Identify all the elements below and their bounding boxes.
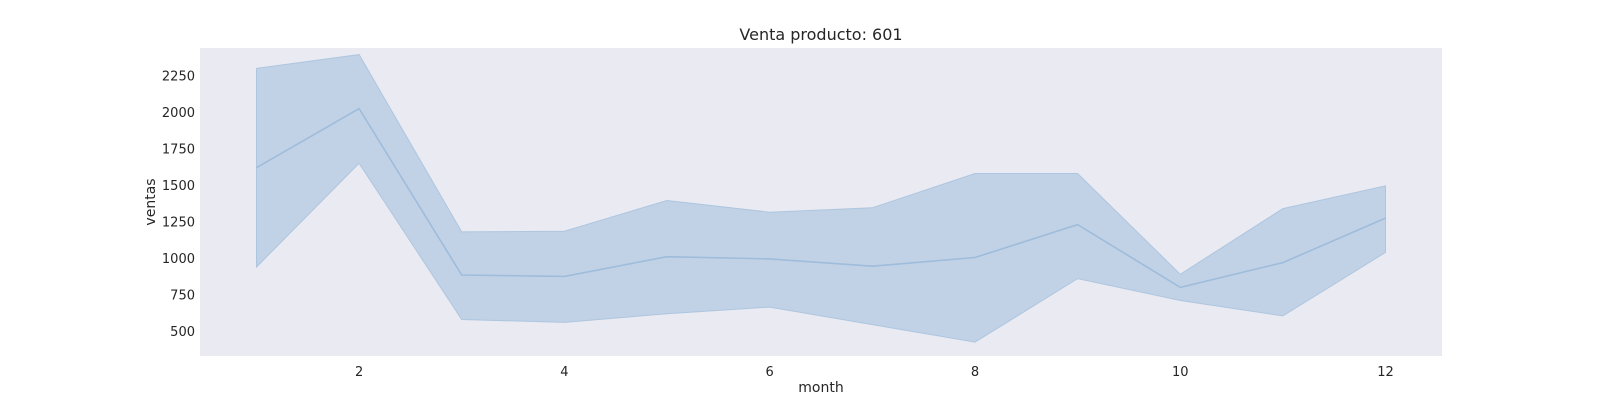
- x-tick-label: 2: [355, 365, 363, 380]
- y-tick-label: 1500: [162, 179, 195, 194]
- x-tick-label: 12: [1377, 365, 1394, 380]
- y-axis-label: ventas: [143, 178, 159, 225]
- x-tick-label: 10: [1172, 365, 1189, 380]
- x-tick-labels: 2 4 6 8 10 12: [355, 365, 1394, 380]
- y-tick-label: 750: [170, 289, 195, 304]
- y-tick-label: 500: [170, 325, 195, 340]
- confidence-band: [256, 54, 1386, 343]
- x-axis-label: month: [798, 380, 843, 396]
- y-tick-label: 1750: [162, 143, 195, 158]
- series-line-layer: [256, 107, 1386, 289]
- series-line: [256, 107, 1386, 289]
- x-tick-label: 8: [971, 365, 979, 380]
- x-tick-label: 4: [560, 365, 568, 380]
- y-tick-label: 1250: [162, 216, 195, 231]
- y-tick-label: 2000: [162, 106, 195, 121]
- chart-title: Venta producto: 601: [739, 25, 902, 44]
- y-tick-label: 2250: [162, 70, 195, 85]
- y-tick-labels: 500 750 1000 1250 1500 1750 2000 2250: [162, 70, 195, 341]
- y-tick-label: 1000: [162, 252, 195, 267]
- x-tick-label: 6: [766, 365, 774, 380]
- confidence-band-layer: [256, 54, 1386, 343]
